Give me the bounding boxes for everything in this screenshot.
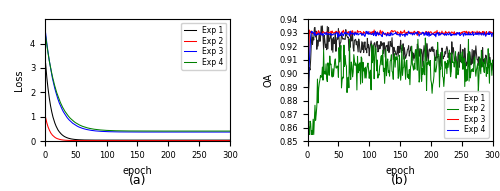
Exp 3 xyxy=(198,131,204,133)
Exp 2 xyxy=(415,38,421,40)
Exp 1 xyxy=(43,70,49,72)
Line: Exp 2: Exp 2 xyxy=(308,38,492,134)
Exp 4 xyxy=(416,33,422,36)
Exp 1 xyxy=(221,139,227,141)
Exp 1 xyxy=(490,64,496,66)
Exp 4 xyxy=(210,130,216,132)
Exp 2 xyxy=(43,119,49,121)
Exp 4 xyxy=(473,32,479,34)
Exp 3 xyxy=(227,131,233,133)
Exp 3 xyxy=(152,131,158,133)
Exp 4 xyxy=(418,33,424,35)
Exp 2 xyxy=(473,75,479,77)
Exp 3 xyxy=(306,52,312,54)
Exp 4 xyxy=(461,32,467,34)
Exp 4 xyxy=(152,130,158,132)
Exp 1 xyxy=(227,139,233,141)
Exp 3 xyxy=(152,131,158,133)
Exp 2 xyxy=(422,37,428,39)
Line: Exp 2: Exp 2 xyxy=(46,118,230,141)
Exp 2 xyxy=(418,54,424,56)
Exp 3 xyxy=(415,30,421,32)
Y-axis label: Loss: Loss xyxy=(14,70,24,91)
Exp 3 xyxy=(490,32,496,34)
Exp 3 xyxy=(42,32,48,34)
Exp 2 xyxy=(306,126,312,128)
Exp 2 xyxy=(210,139,216,142)
Exp 4 xyxy=(306,71,312,73)
Exp 1 xyxy=(415,45,421,47)
Exp 4 xyxy=(415,32,421,34)
Exp 2 xyxy=(112,139,117,142)
Exp 2 xyxy=(153,139,159,142)
Exp 1 xyxy=(306,87,312,89)
Exp 1 xyxy=(418,48,424,50)
Exp 2 xyxy=(42,117,48,119)
Exp 2 xyxy=(490,59,496,61)
Exp 2 xyxy=(227,139,233,142)
Line: Exp 3: Exp 3 xyxy=(308,30,492,78)
Line: Exp 1: Exp 1 xyxy=(46,64,230,140)
Exp 1 xyxy=(473,45,479,47)
Exp 2 xyxy=(152,139,158,142)
Legend: Exp 1, Exp 2, Exp 3, Exp 4: Exp 1, Exp 2, Exp 3, Exp 4 xyxy=(181,23,226,70)
Title: (a): (a) xyxy=(128,174,146,187)
Line: Exp 4: Exp 4 xyxy=(46,36,230,131)
Exp 3 xyxy=(371,29,377,31)
Exp 3 xyxy=(416,32,422,35)
Exp 1 xyxy=(305,93,311,95)
Exp 1 xyxy=(416,51,422,53)
Exp 1 xyxy=(198,139,204,141)
Exp 2 xyxy=(305,133,311,136)
Exp 2 xyxy=(414,69,420,71)
Exp 1 xyxy=(152,139,158,141)
X-axis label: epoch: epoch xyxy=(122,166,152,176)
X-axis label: epoch: epoch xyxy=(385,166,415,176)
Exp 3 xyxy=(473,33,479,35)
Exp 3 xyxy=(461,31,467,33)
Exp 1 xyxy=(461,64,467,66)
Line: Exp 4: Exp 4 xyxy=(308,31,492,93)
Exp 1 xyxy=(42,62,48,65)
Legend: Exp 1, Exp 2, Exp 3, Exp 4: Exp 1, Exp 2, Exp 3, Exp 4 xyxy=(444,91,488,138)
Exp 4 xyxy=(305,92,311,94)
Exp 3 xyxy=(210,131,216,133)
Exp 4 xyxy=(198,130,204,132)
Exp 4 xyxy=(406,30,411,32)
Line: Exp 1: Exp 1 xyxy=(308,26,492,94)
Exp 4 xyxy=(227,130,233,132)
Exp 1 xyxy=(152,139,158,141)
Exp 4 xyxy=(42,35,48,37)
Exp 3 xyxy=(305,77,311,79)
Exp 4 xyxy=(156,130,162,132)
Exp 1 xyxy=(210,139,216,141)
Exp 4 xyxy=(490,32,496,34)
Exp 3 xyxy=(156,131,162,133)
Title: (b): (b) xyxy=(391,174,409,187)
Exp 1 xyxy=(320,25,326,27)
Exp 2 xyxy=(198,139,204,142)
Exp 3 xyxy=(43,37,49,40)
Line: Exp 3: Exp 3 xyxy=(46,33,230,132)
Exp 2 xyxy=(156,139,162,142)
Exp 4 xyxy=(152,130,158,132)
Exp 4 xyxy=(43,40,49,42)
Exp 1 xyxy=(156,139,162,141)
Exp 3 xyxy=(418,33,424,35)
Exp 2 xyxy=(461,57,467,59)
Y-axis label: OA: OA xyxy=(264,73,274,87)
